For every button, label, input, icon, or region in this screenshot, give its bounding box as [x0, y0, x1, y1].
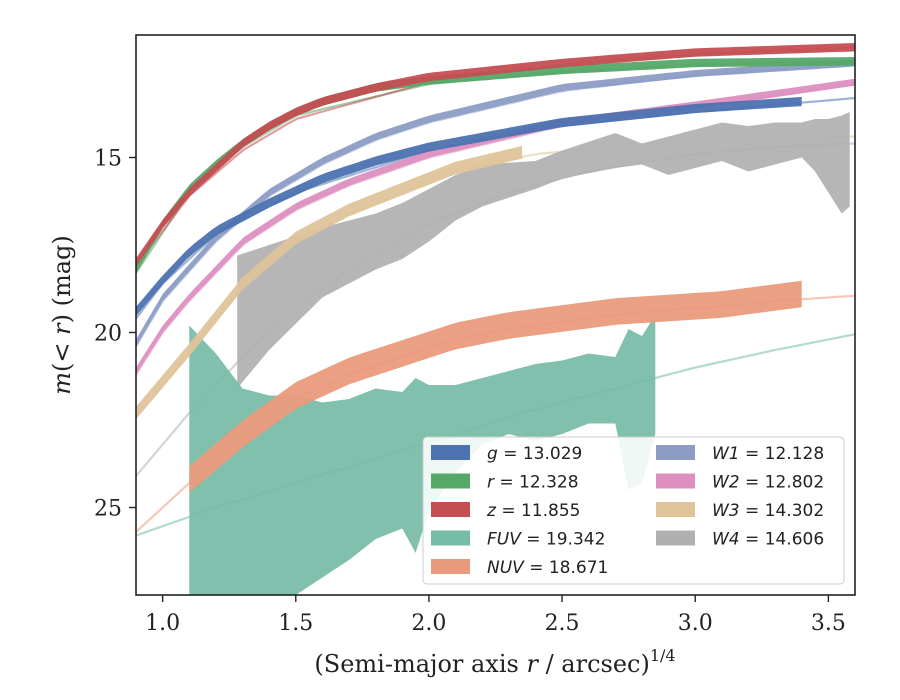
y-tick-label: 15 [94, 147, 122, 172]
legend-entry-w2: W2 = 12.802 [656, 473, 824, 493]
legend-band-name: W4 [712, 530, 740, 550]
y-axis-title-r: r [48, 322, 76, 335]
legend-band-name: W3 [712, 501, 740, 521]
legend-label-w4: W4 = 14.606 [712, 530, 824, 550]
data-band-fuv [189, 315, 656, 595]
x-tick-label: 1.0 [145, 611, 180, 636]
legend-band-total: = 11.855 [496, 501, 581, 521]
y-axis-title-unit: (mag) [48, 235, 76, 314]
legend-swatch-w1 [656, 445, 695, 460]
legend-swatch-w4 [656, 530, 695, 546]
y-axis-title-open: ( [48, 363, 76, 372]
legend-entry-nuv: NUV = 18.671 [431, 558, 608, 578]
data-band-w4 [237, 112, 850, 389]
legend-label-w3: W3 = 14.302 [712, 501, 824, 521]
y-tick-label: 20 [94, 322, 122, 347]
x-tick-label: 3.5 [811, 611, 846, 636]
data-band-g [136, 96, 802, 317]
legend-entry-fuv: FUV = 19.342 [431, 530, 605, 550]
legend-swatch-nuv [431, 559, 470, 574]
axis-ticks: 1.0 1.5 2.0 2.5 3.0 3.5 15 20 25 [94, 147, 846, 637]
legend-band-name: r [487, 473, 495, 493]
legend-band-name: NUV [487, 558, 525, 578]
legend-entry-g: g = 13.029 [431, 444, 582, 464]
legend-label-w2: W2 = 12.802 [712, 473, 824, 493]
plot-frame [135, 34, 856, 596]
legend-band-total: = 12.328 [494, 473, 579, 493]
legend-entry-w1: W1 = 12.128 [656, 444, 824, 464]
x-axis-title-exponent: 1/4 [650, 646, 676, 665]
legend-swatch-r [431, 473, 470, 489]
legend-band-total: = 18.671 [524, 558, 609, 578]
legend-label-z: z = 11.855 [486, 501, 580, 521]
x-tick-label: 1.5 [278, 611, 313, 636]
legend-band-total: = 12.802 [740, 473, 825, 493]
legend-band-total: = 12.128 [740, 444, 825, 464]
legend-swatch-z [431, 502, 470, 517]
legend-entry-w4: W4 = 14.606 [656, 530, 824, 550]
x-axis-title-prefix: (Semi-major axis [314, 650, 526, 678]
legend-swatch-w2 [656, 473, 695, 489]
legend-entry-r: r = 12.328 [431, 473, 579, 493]
legend-entry-z: z = 11.855 [431, 501, 580, 521]
legend-box [422, 436, 845, 585]
y-axis-title-lt: < [48, 335, 76, 363]
legend-band-name: z [486, 501, 497, 521]
legend-band-total: = 13.029 [498, 444, 583, 464]
legend-label-fuv: FUV = 19.342 [487, 530, 605, 550]
y-axis-title: m(< r) (mag) [48, 235, 76, 395]
legend-band-name: W1 [712, 444, 740, 464]
legend-band-name: W2 [712, 473, 740, 493]
legend-label-r: r = 12.328 [487, 473, 579, 493]
legend-entry-w3: W3 = 14.302 [656, 501, 824, 521]
legend-band-total: = 14.606 [740, 530, 825, 550]
legend-label-w1: W1 = 12.128 [712, 444, 824, 464]
legend-band-name: FUV [487, 530, 522, 550]
legend-label-g: g = 13.029 [487, 444, 582, 464]
y-tick-label: 25 [94, 497, 122, 522]
x-axis-title-suffix: / arcsec) [538, 650, 650, 678]
legend-band-name: g [487, 444, 498, 464]
legend-band-total: = 19.342 [521, 530, 606, 550]
legend-swatch-fuv [431, 530, 470, 546]
x-axis-title: (Semi-major axis r / arcsec)1/4 [314, 646, 675, 678]
legend-band-total: = 14.302 [740, 501, 825, 521]
legend-label-nuv: NUV = 18.671 [487, 558, 608, 578]
plot-area [136, 43, 855, 595]
data-band-nuv [189, 280, 802, 493]
legend-swatch-g [431, 445, 470, 460]
y-axis-title-m: m [48, 372, 76, 395]
x-tick-label: 2.5 [545, 611, 580, 636]
y-axis-title-close: ) [48, 314, 76, 323]
x-tick-label: 3.0 [678, 611, 713, 636]
x-tick-label: 2.0 [411, 611, 446, 636]
legend-swatch-w3 [656, 502, 695, 517]
x-axis-title-var: r [526, 650, 539, 678]
